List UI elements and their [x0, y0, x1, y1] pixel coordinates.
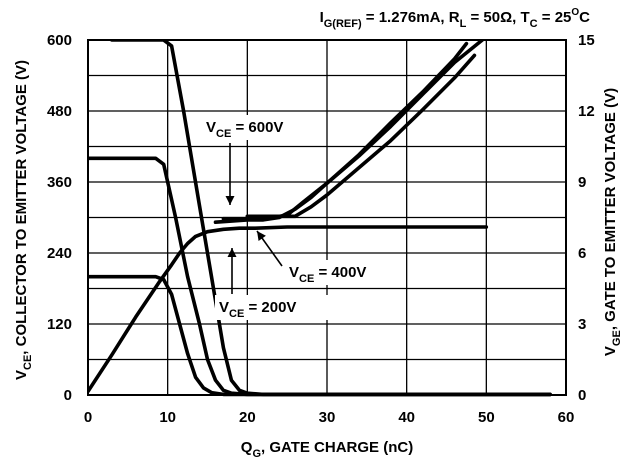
annotation-label: VCE = 600V	[206, 119, 283, 140]
y-left-tick-label: 600	[47, 32, 72, 49]
annotation-arrows	[225, 143, 283, 294]
y-right-tick-label: 9	[578, 174, 586, 191]
y-left-tick-label: 120	[47, 316, 72, 333]
y-right-axis-label: VGE, GATE TO EMITTER VOLTAGE (V)	[602, 88, 623, 356]
annotation-backdrop	[285, 260, 401, 285]
y-left-tick-label: 360	[47, 174, 72, 191]
annotation-backdrop	[215, 295, 331, 320]
y-left-axis-label: VCE, COLLECTOR TO EMITTER VOLTAGE (V)	[13, 60, 34, 380]
vce-curve	[88, 274, 552, 397]
x-tick-label: 60	[558, 409, 575, 426]
y-right-tick-label: 0	[578, 387, 586, 404]
vge-curve	[213, 41, 469, 224]
arrow-head	[227, 248, 237, 257]
y-left-tick-label: 240	[47, 245, 72, 262]
y-left-tick-label: 0	[64, 387, 72, 404]
arrow-head	[257, 231, 266, 241]
y-right-tick-label: 3	[578, 316, 586, 333]
x-tick-label: 10	[159, 409, 176, 426]
y-right-tick-label: 12	[578, 103, 595, 120]
annotation-label: VCE = 400V	[289, 264, 366, 285]
annotation-backdrop	[202, 115, 318, 140]
grid	[88, 40, 566, 395]
x-tick-label: 40	[398, 409, 415, 426]
x-tick-label: 30	[319, 409, 336, 426]
y-left-tick-label: 480	[47, 103, 72, 120]
x-tick-label: 20	[239, 409, 256, 426]
annotation-label: VCE = 200V	[219, 299, 296, 320]
arrow-head	[225, 196, 235, 205]
y-right-tick-label: 6	[578, 245, 586, 262]
plot-frame	[87, 39, 567, 396]
vge-curve	[88, 225, 489, 394]
x-tick-label: 0	[84, 409, 92, 426]
y-right-tick-label: 15	[578, 32, 595, 49]
x-axis-label: QG, GATE CHARGE (nC)	[241, 439, 413, 460]
chart-text: IG(REF) = 1.276mA, RL = 50Ω, TC = 25OC QG…	[13, 7, 623, 460]
chart-title: IG(REF) = 1.276mA, RL = 50Ω, TC = 25OC	[320, 7, 591, 30]
x-tick-label: 50	[478, 409, 495, 426]
